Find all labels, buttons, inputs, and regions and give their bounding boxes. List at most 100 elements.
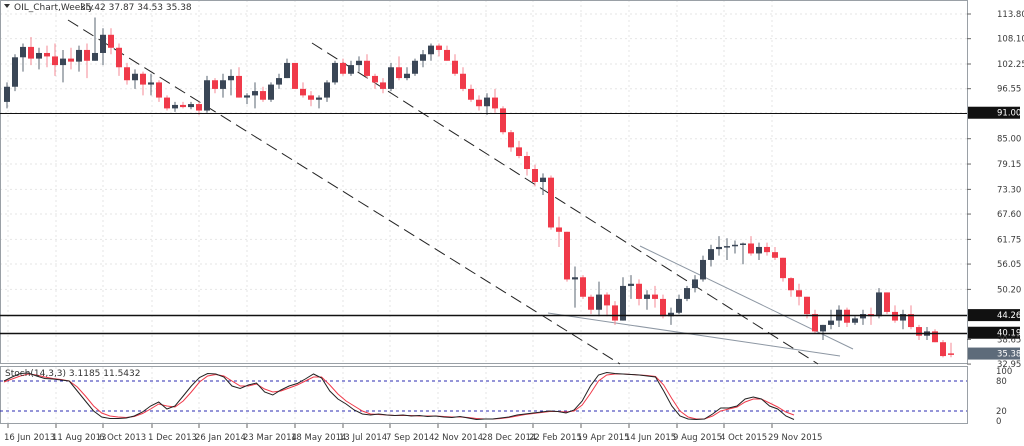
svg-text:73.30: 73.30: [997, 185, 1021, 195]
svg-text:108.10: 108.10: [997, 35, 1024, 45]
candle: [124, 62, 130, 85]
dropdown-triangle-icon[interactable]: [4, 4, 10, 8]
time-label: 19 Apr 2015: [577, 433, 630, 443]
candle: [724, 238, 730, 260]
candle: [676, 294, 682, 315]
candle: [412, 58, 418, 76]
candle: [364, 54, 370, 79]
candle: [380, 78, 386, 94]
candle: [212, 78, 218, 94]
candle: [276, 73, 282, 89]
stochastic-panel: [0, 371, 967, 421]
svg-text:91.00: 91.00: [997, 109, 1021, 119]
svg-text:56.05: 56.05: [997, 260, 1021, 270]
candle: [36, 47, 42, 70]
candle: [52, 43, 58, 76]
time-label: 7 Sep 2014: [386, 433, 434, 443]
svg-text:50.20: 50.20: [997, 285, 1021, 295]
candle: [588, 294, 594, 315]
candle: [852, 316, 858, 325]
time-label: 14 Jun 2015: [625, 433, 676, 443]
time-label: 22 Feb 2015: [529, 433, 582, 443]
price-axis[interactable]: 113.80 108.10 102.25 96.55 91.00 85.00 79.15 73…: [967, 10, 1024, 370]
candle: [524, 151, 530, 176]
svg-text:0: 0: [996, 417, 1001, 427]
candle: [12, 54, 18, 92]
candle: [292, 62, 298, 89]
candle: [884, 292, 890, 315]
candle: [916, 324, 922, 341]
candle: [284, 58, 290, 79]
candle: [476, 95, 482, 111]
svg-text:100: 100: [996, 367, 1012, 377]
horizontal-levels[interactable]: [0, 113, 967, 335]
candle: [300, 82, 306, 98]
ohlc-values: 35.42 37.87 34.53 35.38: [80, 3, 192, 13]
candle: [596, 281, 602, 317]
svg-text:85.00: 85.00: [997, 135, 1021, 145]
candle: [116, 43, 122, 76]
candle: [508, 130, 514, 152]
candle: [468, 84, 474, 102]
candle: [764, 242, 770, 256]
svg-text:38.65: 38.65: [997, 335, 1021, 345]
support-trendline[interactable]: [547, 312, 841, 357]
candle: [268, 82, 274, 102]
candle: [580, 275, 586, 299]
time-label: 1 Dec 2013: [148, 433, 197, 443]
svg-text:113.80: 113.80: [997, 10, 1024, 20]
candle: [428, 43, 434, 61]
upper-channel-trendline[interactable]: [311, 42, 819, 365]
candle: [748, 236, 754, 256]
time-label: 18 May 2014: [291, 433, 346, 443]
candle: [532, 164, 538, 187]
candle: [180, 101, 186, 109]
svg-text:44.26: 44.26: [997, 311, 1021, 321]
candle: [148, 73, 154, 96]
candle: [332, 60, 338, 85]
stoch-main-line: [3, 371, 795, 421]
time-label: 16 Jun 2013: [4, 433, 55, 443]
resistance-trendline[interactable]: [639, 245, 854, 350]
candle: [812, 309, 818, 334]
candle: [100, 28, 106, 66]
candle: [84, 43, 90, 79]
candle: [76, 45, 82, 72]
time-label: 6 Oct 2013: [99, 433, 146, 443]
candle: [436, 43, 442, 57]
chart-header: OIL_Chart,Weekly 35.42 37.87 34.53 35.38: [4, 3, 192, 13]
candle: [348, 60, 354, 76]
candle: [612, 301, 618, 325]
candle: [4, 82, 10, 109]
svg-text:80: 80: [996, 377, 1007, 387]
svg-text:79.15: 79.15: [997, 160, 1021, 170]
candle: [844, 307, 850, 328]
time-label: 2 Nov 2014: [434, 433, 483, 443]
candle: [540, 173, 546, 195]
candle: [108, 28, 114, 55]
candle: [684, 285, 690, 302]
candle: [220, 73, 226, 98]
candle: [20, 43, 26, 72]
candle: [900, 309, 906, 330]
candle: [564, 231, 570, 282]
candle: [316, 95, 322, 109]
candle: [620, 277, 626, 321]
candle: [68, 47, 74, 70]
candle: [452, 54, 458, 76]
svg-text:20: 20: [996, 407, 1007, 417]
svg-text:102.25: 102.25: [997, 60, 1024, 70]
lower-channel-trendline[interactable]: [67, 19, 621, 365]
candle: [44, 45, 50, 68]
candle: [548, 175, 554, 230]
candle: [604, 292, 610, 317]
candle: [196, 101, 202, 115]
trendlines[interactable]: [67, 19, 854, 365]
candle: [420, 49, 426, 68]
candle: [892, 305, 898, 323]
time-label: 11 Aug 2013: [52, 433, 106, 443]
stoch-panel-border: [0, 366, 968, 424]
candle: [556, 216, 562, 247]
